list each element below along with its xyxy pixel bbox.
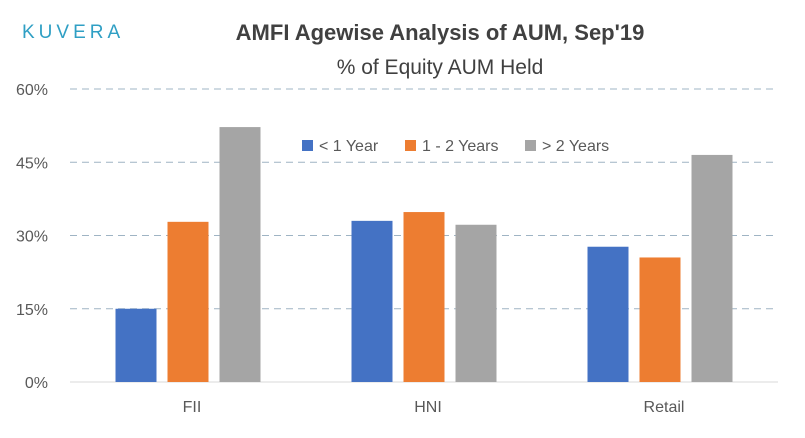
- bar-retail-series-3: [691, 154, 733, 382]
- legend-swatch: [405, 140, 416, 151]
- bar-retail-series-1: [587, 246, 629, 382]
- bar-fii-series-1: [115, 308, 157, 382]
- y-tick-label: 15%: [16, 302, 48, 319]
- x-tick-label: FII: [183, 399, 202, 416]
- bar-hni-series-3: [455, 224, 497, 382]
- y-tick-label: 30%: [16, 229, 48, 246]
- legend-label: < 1 Year: [319, 138, 379, 155]
- chart-title: AMFI Agewise Analysis of AUM, Sep'19: [235, 20, 645, 45]
- kuvera-logo: KUVERA: [22, 22, 125, 43]
- legend-swatch: [525, 140, 536, 151]
- bar-fii-series-3: [219, 127, 261, 382]
- bar-hni-series-1: [351, 220, 393, 382]
- bar-fii-series-2: [167, 221, 209, 382]
- bar-hni-series-2: [403, 212, 445, 382]
- legend-label: 1 - 2 Years: [422, 138, 499, 155]
- x-tick-label: HNI: [414, 399, 442, 416]
- y-tick-label: 60%: [16, 82, 48, 99]
- legend-swatch: [302, 140, 313, 151]
- chart-subtitle: % of Equity AUM Held: [336, 56, 544, 79]
- y-tick-label: 45%: [16, 155, 48, 172]
- legend-label: > 2 Years: [542, 138, 609, 155]
- x-tick-label: Retail: [644, 399, 685, 416]
- y-tick-label: 0%: [25, 375, 48, 392]
- bar-retail-series-2: [639, 257, 681, 382]
